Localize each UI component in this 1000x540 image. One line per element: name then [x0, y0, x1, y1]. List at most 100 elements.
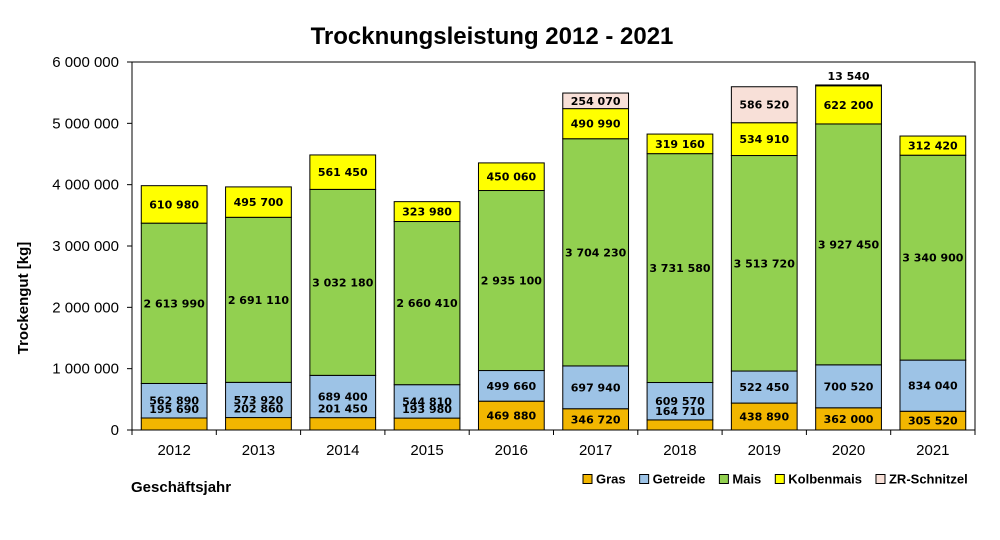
legend: Gras Getreide Mais Kolbenmais ZR-Schnitzel — [582, 472, 968, 487]
x-tick-label: 2020 — [832, 442, 865, 459]
data-label: 495 700 — [234, 196, 284, 209]
bars — [140, 84, 967, 431]
data-label: 2 613 990 — [144, 297, 206, 310]
y-tick-label: 6 000 000 — [52, 54, 119, 71]
bar-segment-kolbenmais — [815, 85, 882, 125]
bar-segment-kolbenmais — [646, 133, 714, 155]
bar-segment-getreide — [225, 381, 292, 419]
data-label: 346 720 — [571, 413, 621, 426]
y-tick-label: 1 000 000 — [52, 361, 119, 378]
bar-segment-kolbenmais — [309, 154, 377, 190]
data-label: 312 420 — [908, 140, 958, 153]
bar-segment-gras — [730, 402, 798, 431]
data-label: 3 731 580 — [649, 262, 711, 275]
bar-segment-zr-schnitzel — [730, 86, 798, 124]
y-tick-label: 3 000 000 — [52, 238, 119, 255]
x-tick-label: 2012 — [157, 442, 190, 459]
data-label: 254 070 — [571, 95, 621, 108]
bar-segment-gras — [225, 417, 292, 431]
bar-segment-kolbenmais — [477, 162, 545, 192]
data-label: 2 660 410 — [396, 297, 458, 310]
legend-label: Kolbenmais — [788, 472, 862, 487]
bar-segment-getreide — [730, 370, 798, 404]
legend-swatch-kolbenmais — [774, 474, 785, 484]
legend-label: Getreide — [653, 472, 706, 487]
data-label: 323 980 — [402, 206, 452, 219]
bar-segment-kolbenmais — [730, 122, 798, 157]
bar-segment-mais — [225, 216, 292, 383]
legend-swatch-mais — [718, 474, 729, 484]
data-label: 469 880 — [486, 410, 536, 423]
data-label: 319 160 — [655, 138, 705, 151]
bar-segment-getreide — [899, 359, 967, 412]
legend-label: Mais — [732, 472, 761, 487]
data-label: 700 520 — [824, 380, 874, 393]
bar-segment-mais — [309, 188, 377, 376]
x-tick-label: 2013 — [242, 442, 275, 459]
bar-segment-gras — [646, 419, 714, 431]
bar-segment-mais — [393, 221, 461, 386]
data-label: 562 890 — [149, 395, 199, 408]
bar-segment-zr-schnitzel — [562, 92, 630, 110]
bar-segment-zr-schnitzel — [815, 84, 882, 87]
legend-swatch-gras — [582, 474, 593, 484]
y-tick-label: 0 — [111, 422, 119, 439]
bar-segment-mais — [562, 138, 630, 367]
y-axis: 0 1 000 000 2 000 000 3 000 000 4 000 000 5 0… — [52, 54, 132, 439]
legend-label: ZR-Schnitzel — [889, 472, 968, 487]
data-label: 573 920 — [234, 394, 284, 407]
y-axis-title: Trockengut [kg] — [15, 242, 32, 355]
data-label: 164 710 — [655, 405, 705, 418]
bar-segment-getreide — [393, 384, 461, 419]
data-label: 499 660 — [486, 380, 536, 393]
y-tick-label: 2 000 000 — [52, 299, 119, 316]
bar-segment-kolbenmais — [899, 135, 967, 156]
bar-segment-mais — [815, 123, 882, 366]
x-tick-label: 2019 — [748, 442, 781, 459]
data-label: 13 540 — [827, 70, 869, 83]
bar-segment-kolbenmais — [393, 201, 461, 223]
x-tick-label: 2014 — [326, 442, 359, 459]
x-tick-label: 2021 — [916, 442, 949, 459]
data-label: 450 060 — [486, 171, 536, 184]
x-tick-label: 2016 — [495, 442, 528, 459]
data-label: 622 200 — [824, 99, 874, 112]
legend-label: Gras — [596, 472, 626, 487]
data-label: 697 940 — [571, 381, 621, 394]
data-label: 2 691 110 — [228, 294, 290, 307]
x-tick-label: 2015 — [410, 442, 443, 459]
data-label: 586 520 — [739, 99, 789, 112]
data-label: 834 040 — [908, 380, 958, 393]
data-label: 201 450 — [318, 403, 368, 416]
data-label: 305 520 — [908, 415, 958, 428]
data-label: 3 032 180 — [312, 276, 374, 289]
legend-swatch-getreide — [639, 474, 650, 484]
bar-segment-gras — [140, 417, 208, 431]
data-label: 3 340 900 — [902, 252, 964, 265]
data-label: 544 810 — [402, 395, 452, 408]
data-label: 2 935 100 — [481, 275, 543, 288]
bar-segment-getreide — [309, 374, 377, 419]
data-label: 438 890 — [739, 411, 789, 424]
x-tick-label: 2017 — [579, 442, 612, 459]
bar-segment-mais — [899, 154, 967, 361]
chart-title: Trocknungsleistung 2012 - 2021 — [311, 23, 674, 50]
data-label: 534 910 — [739, 133, 789, 146]
data-label: 3 513 720 — [734, 257, 796, 270]
data-label: 522 450 — [739, 381, 789, 394]
data-label: 193 980 — [402, 403, 452, 416]
y-tick-label: 4 000 000 — [52, 177, 119, 194]
data-label: 609 570 — [655, 395, 705, 408]
bar-segment-kolbenmais — [140, 185, 208, 224]
legend-swatch-zr-schnitzel — [875, 474, 886, 484]
data-label: 362 000 — [824, 413, 874, 426]
x-axis: 2012 2013 2014 2015 2016 2017 2018 2019 2020 2021 — [131, 430, 976, 459]
x-tick-label: 2018 — [663, 442, 696, 459]
bar-segment-getreide — [562, 365, 630, 410]
y-tick-label: 5 000 000 — [52, 115, 119, 132]
plot-area-frame — [131, 61, 976, 431]
bar-segment-gras — [393, 417, 461, 431]
data-label: 490 990 — [571, 118, 621, 131]
